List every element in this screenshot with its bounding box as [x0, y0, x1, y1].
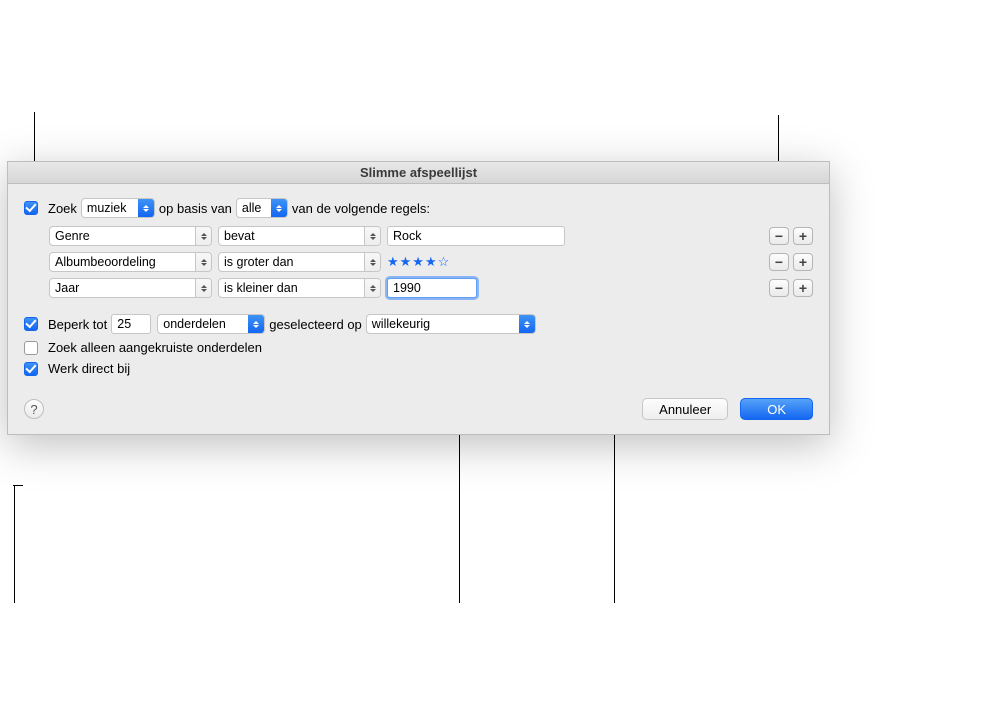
rule-value-input[interactable]: Rock [387, 226, 565, 246]
remove-rule-button[interactable]: − [769, 227, 789, 245]
scope-popup[interactable]: alle [236, 198, 288, 218]
rule-row: Genre bevat Rock − + [24, 226, 813, 246]
live-update-checkbox[interactable] [24, 362, 38, 376]
rule-operator-popup[interactable]: is kleiner dan [218, 278, 381, 298]
limit-count-text: 25 [117, 317, 131, 331]
ok-button[interactable]: OK [740, 398, 813, 420]
chevrons-icon [195, 227, 211, 245]
rule-field-popup[interactable]: Albumbeoordeling [49, 252, 212, 272]
smart-playlist-dialog: Slimme afspeellijst Zoek muziek op basis… [7, 161, 830, 435]
chevrons-icon [364, 279, 380, 297]
dialog-content: Zoek muziek op basis van alle van de vol… [8, 184, 829, 434]
remove-rule-button[interactable]: − [769, 253, 789, 271]
rule-row: Albumbeoordeling is groter dan ★★★★☆ − + [24, 252, 813, 272]
rule-field-label: Albumbeoordeling [55, 255, 156, 269]
match-checkbox[interactable] [24, 201, 38, 215]
rule-operator-label: is kleiner dan [224, 281, 298, 295]
rule-field-popup[interactable]: Genre [49, 226, 212, 246]
cancel-button-label: Annuleer [659, 402, 711, 417]
rule-operator-label: is groter dan [224, 255, 293, 269]
match-row: Zoek muziek op basis van alle van de vol… [24, 198, 813, 218]
live-update-label: Werk direct bij [48, 361, 130, 376]
rule-operator-label: bevat [224, 229, 255, 243]
media-popup[interactable]: muziek [81, 198, 155, 218]
text-geselecteerd-op: geselecteerd op [269, 317, 362, 332]
rule-operator-popup[interactable]: bevat [218, 226, 381, 246]
media-popup-label: muziek [87, 201, 127, 215]
rule-operator-popup[interactable]: is groter dan [218, 252, 381, 272]
limit-count-input[interactable]: 25 [111, 314, 151, 334]
bottom-row: ? Annuleer OK [24, 398, 813, 420]
limit-unit-label: onderdelen [163, 317, 226, 331]
text-beperk-tot: Beperk tot [48, 317, 107, 332]
chevrons-icon [248, 315, 264, 333]
window-title: Slimme afspeellijst [8, 162, 829, 184]
rule-value-text: 1990 [393, 281, 421, 295]
add-rule-button[interactable]: + [793, 279, 813, 297]
rule-value-text: Rock [393, 229, 421, 243]
chevrons-icon [519, 315, 535, 333]
rule-row: Jaar is kleiner dan 1990 − + [24, 278, 813, 298]
rule-value-stars[interactable]: ★★★★☆ [387, 254, 450, 269]
rule-value-input[interactable]: 1990 [387, 278, 477, 298]
text-op-basis-van: op basis van [159, 201, 232, 216]
limit-checkbox[interactable] [24, 317, 38, 331]
limit-row: Beperk tot 25 onderdelen geselecteerd op… [24, 314, 813, 334]
only-checked-label: Zoek alleen aangekruiste onderdelen [48, 340, 262, 355]
chevrons-icon [138, 199, 154, 217]
add-rule-button[interactable]: + [793, 253, 813, 271]
only-checked-checkbox[interactable] [24, 341, 38, 355]
callout-line [14, 485, 15, 603]
rule-field-popup[interactable]: Jaar [49, 278, 212, 298]
chevrons-icon [271, 199, 287, 217]
limit-method-label: willekeurig [372, 317, 430, 331]
help-icon: ? [30, 402, 37, 417]
text-zoek: Zoek [48, 201, 77, 216]
help-button[interactable]: ? [24, 399, 44, 419]
rule-field-label: Jaar [55, 281, 79, 295]
rule-field-label: Genre [55, 229, 90, 243]
limit-unit-popup[interactable]: onderdelen [157, 314, 265, 334]
limit-method-popup[interactable]: willekeurig [366, 314, 536, 334]
chevrons-icon [195, 253, 211, 271]
chevrons-icon [195, 279, 211, 297]
add-rule-button[interactable]: + [793, 227, 813, 245]
text-van-de-volgende-regels: van de volgende regels: [292, 201, 430, 216]
scope-popup-label: alle [242, 201, 261, 215]
ok-button-label: OK [767, 402, 786, 417]
callout-line [13, 485, 23, 486]
cancel-button[interactable]: Annuleer [642, 398, 728, 420]
chevrons-icon [364, 227, 380, 245]
only-checked-row: Zoek alleen aangekruiste onderdelen [24, 340, 813, 355]
live-update-row: Werk direct bij [24, 361, 813, 376]
chevrons-icon [364, 253, 380, 271]
remove-rule-button[interactable]: − [769, 279, 789, 297]
